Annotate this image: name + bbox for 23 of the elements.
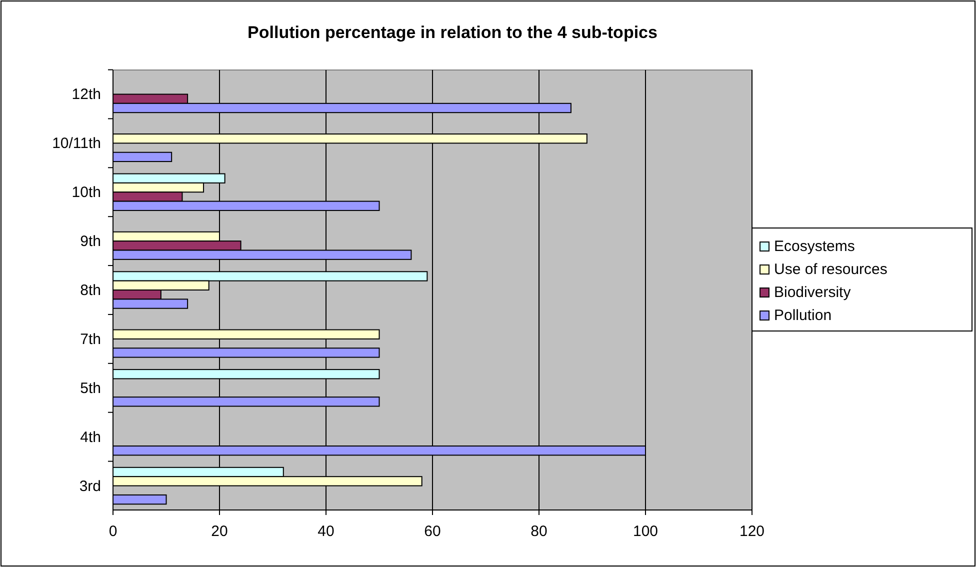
bar xyxy=(112,494,167,505)
x-tick-label: 100 xyxy=(632,523,658,540)
y-tick-label: 8th xyxy=(80,282,101,299)
y-tick-label: 3rd xyxy=(79,478,101,495)
legend-label: Biodiversity xyxy=(774,284,852,301)
x-tick-label: 20 xyxy=(211,523,228,540)
legend-label: Use of resources xyxy=(774,261,888,278)
y-tick-label: 10/11th xyxy=(52,135,101,152)
y-tick-label: 10th xyxy=(72,184,101,202)
chart-title: Pollution percentage in relation to the 4 sub-topics xyxy=(248,23,658,42)
legend-label: Pollution xyxy=(774,307,832,324)
x-tick-label: 80 xyxy=(530,523,548,540)
y-tick-label: 7th xyxy=(80,330,101,348)
y-tick-label: 5th xyxy=(80,380,101,397)
x-tick-label: 40 xyxy=(318,523,334,540)
legend-label: Ecosystems xyxy=(774,238,855,255)
y-tick-label: 9th xyxy=(80,233,101,250)
x-tick-label: 60 xyxy=(424,523,441,540)
x-tick-label: 0 xyxy=(108,523,118,540)
y-tick-label: 4th xyxy=(80,428,101,446)
y-tick-label: 12th xyxy=(72,86,101,104)
x-tick-label: 120 xyxy=(739,523,765,540)
bar xyxy=(112,152,172,162)
